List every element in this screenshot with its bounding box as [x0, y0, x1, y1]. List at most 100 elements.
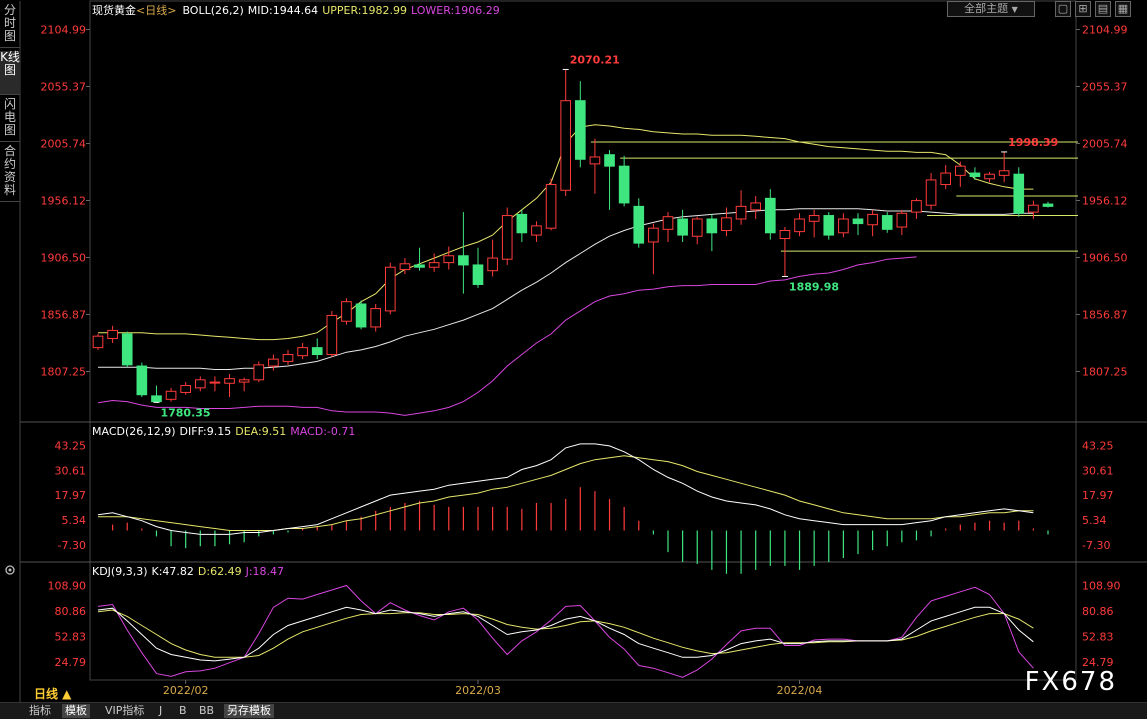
tools-icon[interactable]: ▦: [1115, 1, 1131, 17]
chart-frame: [19, 0, 1147, 702]
view-tab[interactable]: 合约资料: [0, 145, 20, 202]
candle-body: [721, 217, 732, 231]
candle-body: [589, 156, 601, 165]
kdj-j-line: [97, 584, 1034, 678]
instrument-name: 现货黄金: [92, 3, 136, 17]
macd-tick-label: 17.97: [1082, 489, 1114, 502]
bottom-tab[interactable]: VIP指标: [105, 704, 145, 717]
kdj-k-line: [97, 606, 1034, 662]
candle-body: [604, 154, 615, 167]
y-tick-label: 2005.74: [41, 137, 87, 150]
y-tick-label: 2055.37: [41, 80, 87, 93]
candle-body: [194, 379, 206, 389]
kdj-panel[interactable]: [97, 584, 1034, 678]
bottom-tab[interactable]: 另存模板: [224, 704, 274, 718]
candle-body: [472, 264, 484, 285]
x-tick-label: 2022/04: [777, 684, 823, 697]
candle-body: [253, 364, 265, 381]
kdj-title: KDJ(9,3,3): [92, 565, 148, 578]
candle-body: [823, 215, 835, 236]
macd-tick-label: 43.25: [1082, 439, 1114, 452]
extreme-label: 2070.21: [570, 53, 620, 66]
view-tab[interactable]: 闪电图: [0, 98, 20, 142]
candle-body: [297, 347, 308, 357]
bottom-tab[interactable]: J: [159, 704, 163, 717]
bottom-tab[interactable]: BB: [199, 704, 215, 717]
candle-body: [224, 378, 235, 384]
candle-body: [706, 218, 718, 234]
candle-body: [1042, 203, 1054, 207]
candle-body: [574, 100, 586, 160]
bottom-tab[interactable]: 指标: [29, 704, 51, 717]
y-tick-label: 1956.12: [41, 194, 87, 207]
kdj-tick-label: 108.90: [1082, 580, 1121, 593]
candle-body: [414, 264, 425, 268]
bottom-tab[interactable]: 模板: [62, 704, 90, 718]
price-header: 现货黄金<日线> BOLL(26,2) MID:1944.64 UPPER:1982.…: [92, 3, 500, 17]
window-icon[interactable]: ▢: [1055, 1, 1071, 17]
kdj-tick-label: 24.79: [55, 656, 87, 669]
kdj-tick-label: 52.83: [1082, 631, 1114, 644]
candle-body: [662, 216, 674, 230]
view-tab[interactable]: K线图: [0, 51, 20, 95]
theme-select[interactable]: 全部主题 ▼: [947, 1, 1035, 17]
boll-mid-line: [98, 208, 1034, 370]
macd-title: MACD(26,12,9): [92, 425, 176, 438]
candle-body: [268, 358, 279, 367]
candle-body: [867, 213, 878, 226]
top-toolbar: 全部主题 ▼ ▢ ⊞ ▤ ▦: [941, 1, 1141, 17]
y-tick-label: 2005.74: [1082, 137, 1128, 150]
macd-tick-label: 43.25: [55, 439, 87, 452]
y-tick-label: 2104.99: [1082, 23, 1128, 36]
candle-body: [560, 100, 572, 191]
macd-hist-value: MACD:-0.71: [290, 425, 355, 438]
period-indicator[interactable]: 日线 ▲: [34, 687, 72, 701]
grid-icon[interactable]: ⊞: [1075, 1, 1091, 17]
candle-body: [209, 381, 221, 384]
macd-dea-value: DEA:9.51: [235, 425, 286, 438]
extreme-label: 1889.98: [789, 280, 839, 293]
candle-body: [428, 262, 440, 268]
bottom-tab[interactable]: B: [179, 704, 187, 717]
boll-upper-value: UPPER:1982.99: [322, 4, 407, 17]
y-tick-label: 1956.12: [1082, 194, 1128, 207]
candle-body: [370, 308, 382, 328]
y-tick-label: 1807.25: [1082, 365, 1128, 378]
candle-body: [969, 172, 981, 178]
theme-label: 全部主题: [964, 2, 1009, 15]
price-panel[interactable]: 2070.21 1998.39 1889.98 1780.35: [92, 53, 1078, 419]
y-tick-label: 1856.87: [41, 308, 87, 321]
candle-body: [998, 170, 1010, 176]
chart-icon[interactable]: ▤: [1095, 1, 1111, 17]
candle-body: [618, 165, 630, 204]
macd-header: MACD(26,12,9) DIFF:9.15 DEA:9.51 MACD:-0.71: [92, 425, 355, 438]
macd-panel[interactable]: [97, 443, 1049, 574]
candle-body: [633, 205, 645, 244]
boll-label: BOLL(26,2): [182, 4, 243, 17]
macd-tick-label: 5.34: [62, 514, 87, 527]
candle-body: [954, 165, 966, 176]
candle-body: [1028, 204, 1039, 213]
candle-body: [1013, 173, 1025, 214]
candle-body: [531, 225, 542, 236]
candle-body: [355, 303, 367, 328]
chart-border: [89, 0, 1077, 681]
candle-body: [984, 173, 995, 180]
extreme-label: 1780.35: [160, 406, 210, 419]
macd-tick-label: -7.30: [58, 539, 86, 552]
axes: 2104.99 2104.99 2055.37 2055.37 2005.74 2005.…: [41, 23, 1128, 697]
candle-body: [779, 229, 791, 240]
view-tab[interactable]: 分时图: [0, 4, 20, 48]
candle-body: [458, 255, 469, 266]
macd-diff-value: DIFF:9.15: [180, 425, 232, 438]
kdj-d-value: D:62.49: [198, 565, 242, 578]
candle-body: [750, 202, 762, 211]
candle-body: [501, 215, 513, 260]
settings-gear-icon[interactable]: [5, 565, 15, 575]
candle-body: [881, 215, 893, 230]
x-tick-label: 2022/03: [455, 684, 501, 697]
candle-body: [940, 172, 952, 186]
macd-tick-label: 30.61: [1082, 464, 1114, 477]
y-tick-label: 2104.99: [41, 23, 87, 36]
candle-body: [326, 314, 338, 356]
